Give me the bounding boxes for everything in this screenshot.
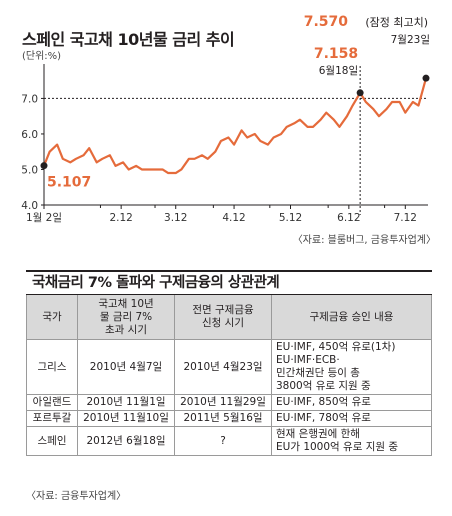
y-tick-label: 7.0	[21, 93, 38, 105]
cell-bailout-content: EU·IMF, 780억 유로	[271, 410, 432, 427]
header-bailout-content: 구제금융 승인 내용	[271, 295, 432, 340]
cell-text: 2011년 5월16일	[183, 412, 263, 424]
x-tick-label: 2.12	[109, 212, 132, 224]
table-row: 그리스 2010년 4월7일 2010년 4월23일 EU·IMF, 450억 유로(…	[26, 339, 432, 395]
rate-line	[42, 77, 428, 175]
table-row: 포르투갈 2010년 11월10일 2011년 5월16일 EU·IMF, 780억 …	[26, 410, 432, 427]
cell-text: ?	[220, 434, 226, 447]
y-tick-label: 6.0	[21, 129, 38, 141]
cell-text: 3800억 유로 지원 중	[276, 380, 371, 392]
chart-source: 〈자료: 블룸버그, 금융투자업계〉	[292, 235, 436, 246]
cell-text: 2010년 11월10일	[83, 412, 169, 424]
x-tick-label: 7.12	[394, 212, 417, 224]
x-tick-label: 5.12	[279, 212, 302, 224]
cell-country: 아일랜드	[26, 394, 78, 411]
peak-value-label: 7.158	[314, 46, 358, 62]
header-rate-date: 국고채 10년 물 금리 7% 초과 시기	[77, 295, 175, 340]
unit-label: (단위:%)	[22, 51, 62, 62]
cell-country: 포르투갈	[26, 410, 78, 427]
cell-bailout-date: 2011년 5월16일	[174, 410, 272, 427]
record-value-label: 7.570	[304, 14, 349, 30]
header-text: 신청 시기	[202, 317, 244, 329]
cell-text: EU가 1000억 유로 지원 중	[276, 441, 399, 453]
cell-text: 2010년 4월7일	[89, 360, 163, 373]
table-header-row: 국가 국고채 10년 물 금리 7% 초과 시기 전면 구제금융 신청 시기 구제금융…	[26, 295, 432, 340]
y-tick-label: 4.0	[21, 200, 38, 212]
cell-bailout-date: 2010년 11월29일	[174, 394, 272, 411]
cell-bailout-content: EU·IMF, 450억 유로(1차) EU·IMF·ECB· 민간채권단 등이 총…	[271, 339, 432, 395]
peak-date-label: 6월18일	[319, 64, 358, 77]
cell-text: EU·IMF, 850억 유로	[276, 396, 371, 408]
cell-text: 포르투갈	[32, 412, 72, 424]
cell-text: EU·IMF, 450억 유로(1차)	[276, 341, 396, 353]
header-text: 국고채 10년	[98, 297, 154, 310]
cell-text: 2010년 11월29일	[180, 396, 266, 408]
chart-ticks: 7.0 6.0 5.0 4.01월 2일 2.12 3.12 4.12 5.12 6.12 7.1…	[21, 93, 417, 224]
x-tick-label: 3.12	[164, 212, 187, 224]
cell-bailout-content: 현재 은행권에 한해 EU가 1000억 유로 지원 중	[271, 426, 432, 456]
y-tick-label: 5.0	[21, 164, 38, 176]
cell-text: 그리스	[37, 360, 67, 373]
start-value-label: 5.107	[47, 175, 91, 191]
start-point	[40, 162, 48, 170]
cell-rate-date: 2010년 4월7일	[77, 339, 175, 395]
cell-rate-date: 2012년 6월18일	[77, 426, 175, 456]
header-country: 국가	[26, 295, 78, 340]
table-row: 스페인 2012년 6월18일? 현재 은행권에 한해 EU가 1000억 유로 지원…	[26, 426, 432, 456]
record-note-label: (잠정 최고치)	[365, 16, 428, 29]
line-chart: 7.0 6.0 5.0 4.01월 2일 2.12 3.12 4.12 5.12 6.12 7.1…	[21, 14, 430, 224]
x-tick-label: 1월 2일	[26, 211, 62, 224]
cell-text: 2010년 4월23일	[183, 360, 263, 373]
record-date-label: 7월23일	[391, 33, 430, 46]
header-text: 초과 시기	[105, 323, 147, 336]
cell-country: 스페인	[26, 426, 78, 456]
chart-annotations: 5.107 7.158 6월18일 7.570 (잠정 최고치) 7월23일	[47, 14, 430, 191]
chart-title: 스페인 국고채 10년물 금리 추이	[22, 30, 235, 49]
header-text: 구제금융 승인 내용	[309, 310, 394, 323]
table-title: 국채금리 7% 돌파와 구제금융의 상관관계	[26, 270, 432, 295]
header-text: 물 금리 7%	[99, 310, 153, 323]
correlation-table: 국가 국고채 10년 물 금리 7% 초과 시기 전면 구제금융 신청 시기 구제금융…	[26, 295, 432, 456]
cell-text: 2010년 11월1일	[86, 396, 166, 408]
cell-rate-date: 2010년 11월1일	[77, 394, 175, 411]
cell-bailout-content: EU·IMF, 850억 유로	[271, 394, 432, 411]
header-bailout-date: 전면 구제금융 신청 시기	[174, 295, 272, 340]
header-text: 국가	[42, 310, 62, 323]
peak-point	[356, 89, 364, 97]
cell-text: EU·IMF, 780억 유로	[276, 412, 371, 424]
cell-text: 스페인	[37, 434, 67, 447]
record-point	[422, 74, 430, 82]
cell-country: 그리스	[26, 339, 78, 395]
table-source: 〈자료: 금융투자업계〉	[26, 491, 127, 502]
cell-text: 아일랜드	[32, 396, 72, 408]
cell-text: 2012년 6월18일	[86, 434, 166, 447]
cell-bailout-date: ?	[174, 426, 272, 456]
cell-text: EU·IMF·ECB·	[276, 354, 340, 366]
cell-bailout-date: 2010년 4월23일	[174, 339, 272, 395]
x-tick-label: 6.12	[337, 212, 360, 224]
table-row: 아일랜드 2010년 11월1일 2010년 11월29일 EU·IMF, 850억 …	[26, 394, 432, 411]
x-tick-label: 4.12	[222, 212, 245, 224]
cell-text: 민간채권단 등이 총	[276, 367, 360, 379]
correlation-table-block: 국채금리 7% 돌파와 구제금융의 상관관계 국가 국고채 10년 물 금리 7%…	[26, 270, 432, 456]
cell-rate-date: 2010년 11월10일	[77, 410, 175, 427]
cell-text: 현재 은행권에 한해	[276, 428, 360, 440]
header-text: 전면 구제금융	[192, 304, 254, 316]
chart-series	[40, 74, 430, 175]
